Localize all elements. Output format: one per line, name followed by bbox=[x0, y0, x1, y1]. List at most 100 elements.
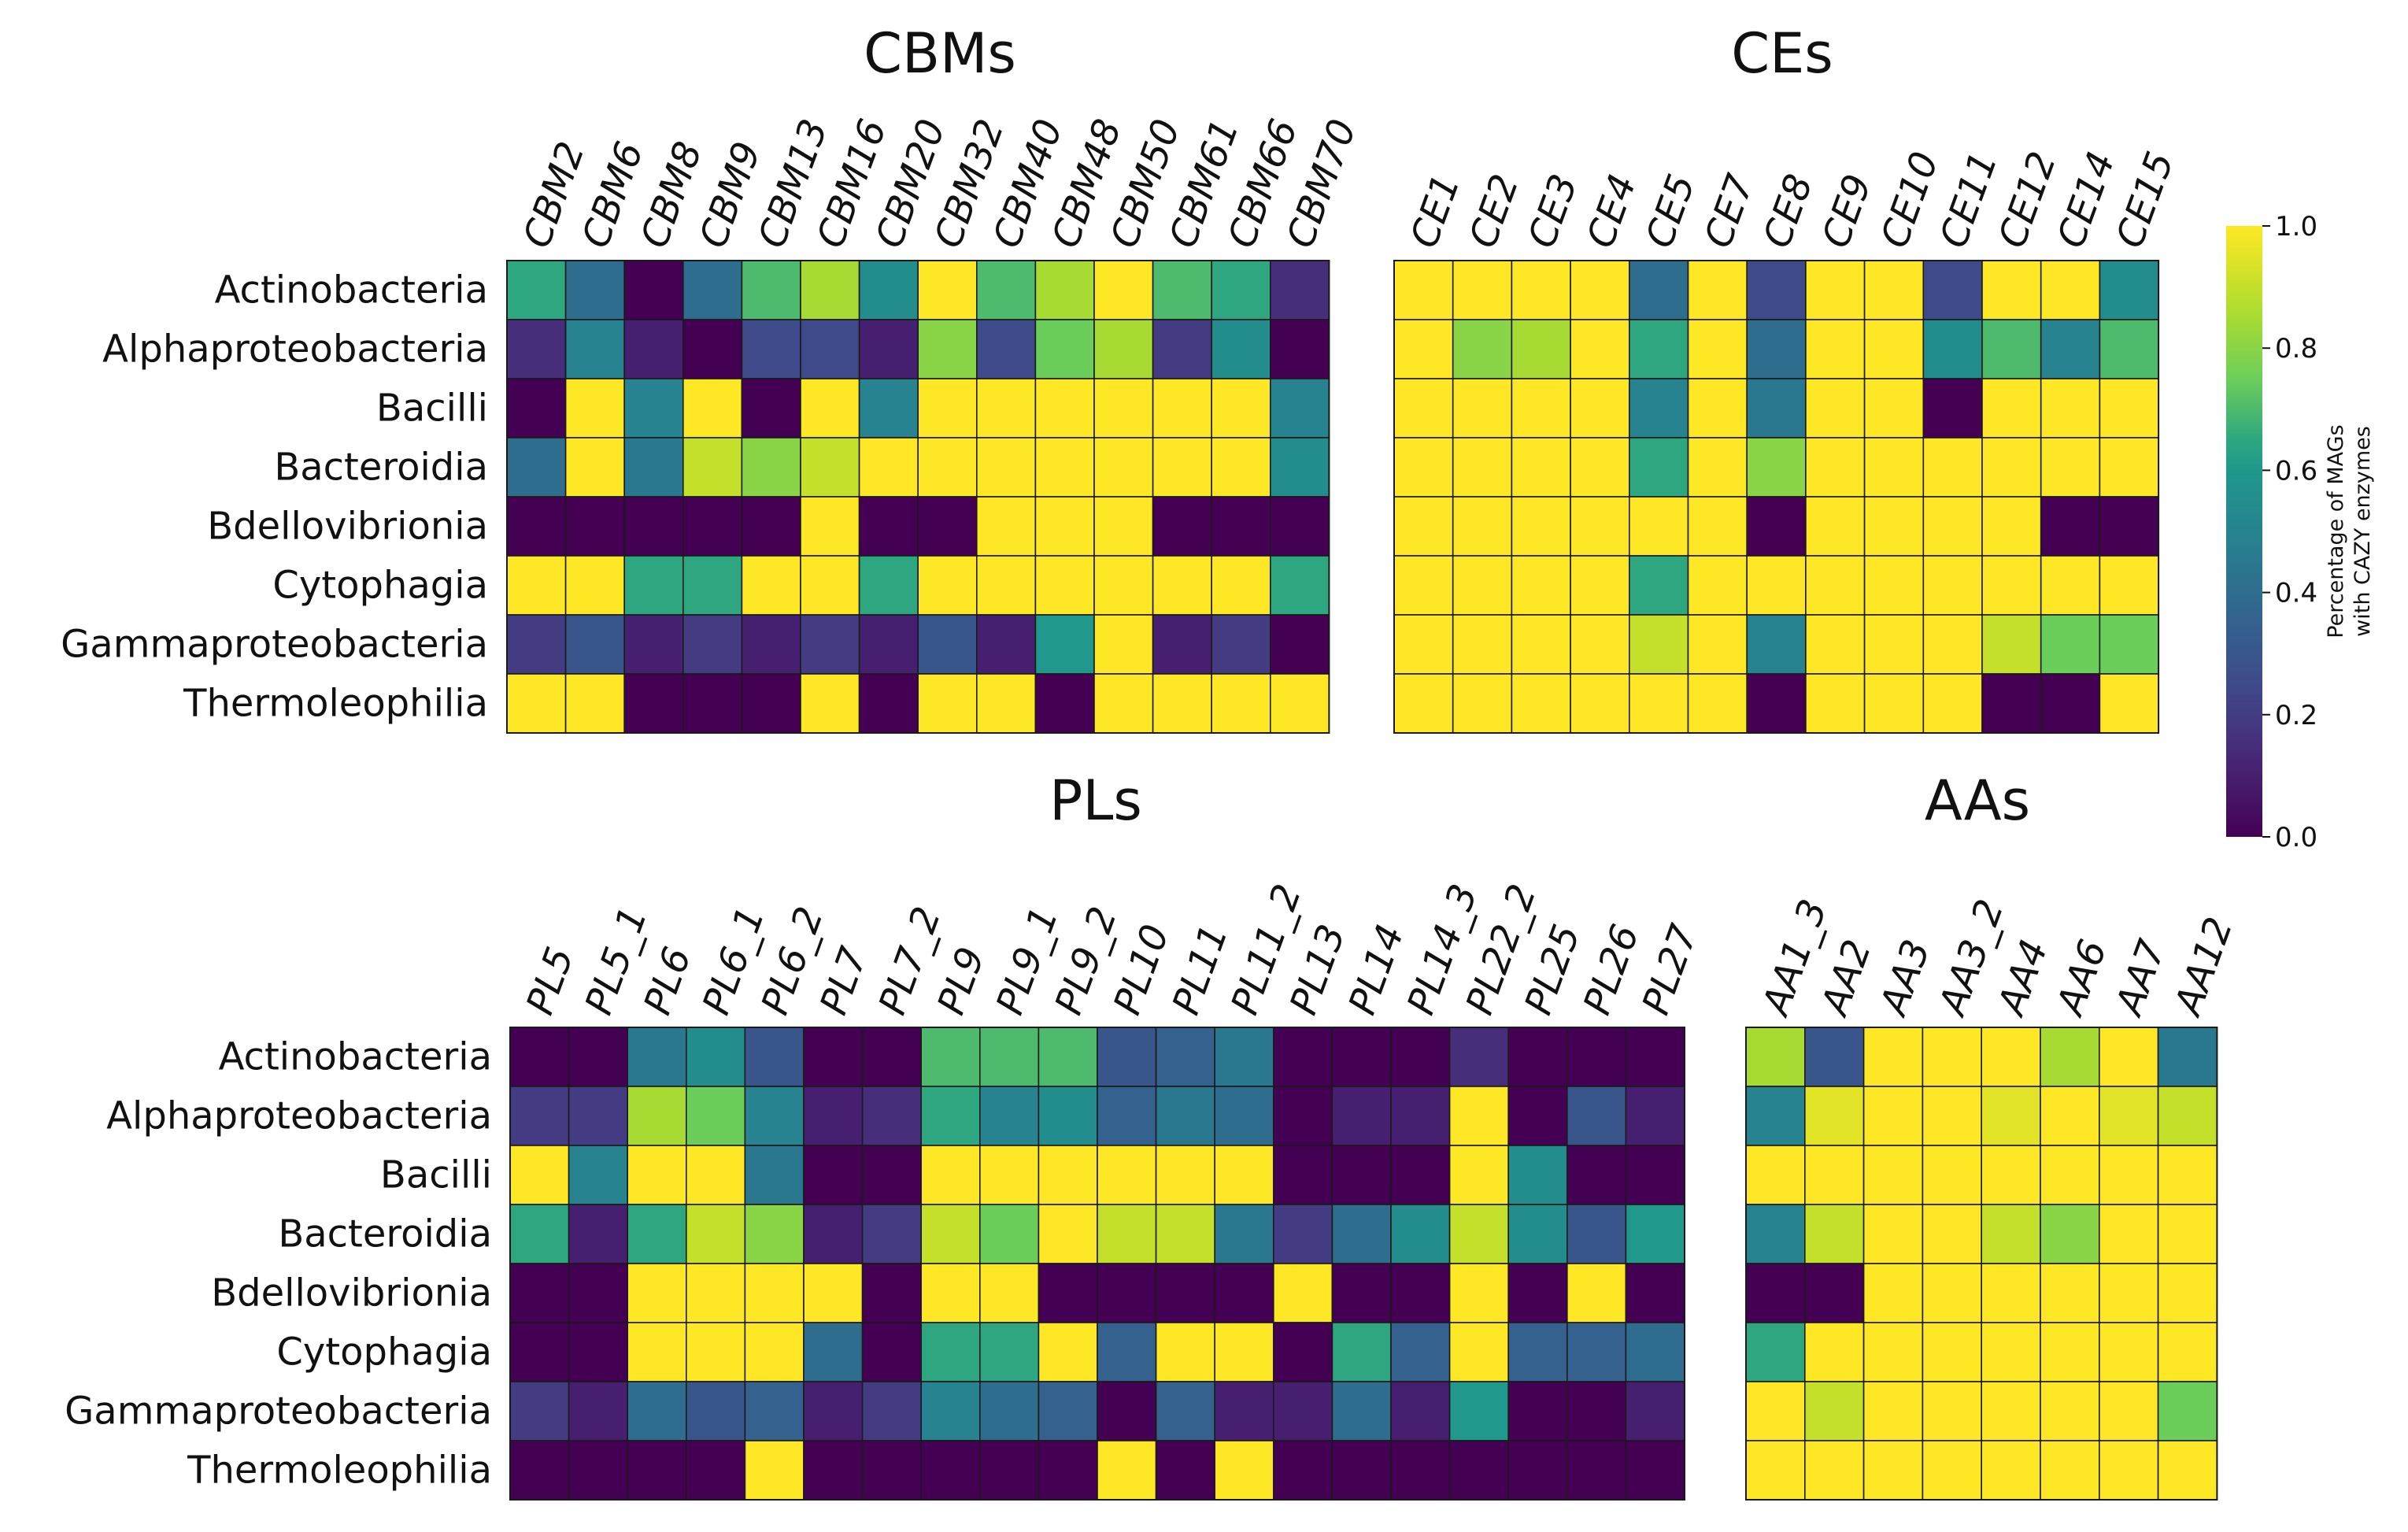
heatmap-cell bbox=[2099, 1263, 2159, 1323]
heatmap-cell bbox=[1214, 1263, 1274, 1323]
heatmap-cell bbox=[568, 1027, 628, 1087]
heatmap-cell bbox=[2040, 1263, 2100, 1323]
heatmap-cell bbox=[1038, 1027, 1098, 1087]
heatmap-cell bbox=[976, 319, 1037, 379]
heatmap-cell bbox=[1273, 1145, 1333, 1205]
row-label: Alphaproteobacteria bbox=[106, 1094, 492, 1138]
heatmap-cell bbox=[2040, 1086, 2100, 1146]
heatmap-border bbox=[1393, 260, 2160, 734]
heatmap-cell bbox=[2157, 1322, 2218, 1382]
heatmap-cell bbox=[1093, 260, 1154, 320]
heatmap-cell bbox=[1805, 319, 1866, 379]
heatmap-cell bbox=[1625, 1381, 1685, 1441]
heatmap-cell bbox=[1093, 378, 1154, 439]
heatmap-cell bbox=[2157, 1381, 2218, 1441]
heatmap-cell bbox=[564, 496, 625, 557]
heatmap-cell bbox=[1214, 1322, 1274, 1382]
heatmap-cell bbox=[800, 555, 860, 616]
heatmap-cell bbox=[917, 614, 978, 675]
heatmap-cell bbox=[682, 555, 743, 616]
heatmap-cell bbox=[861, 1381, 922, 1441]
heatmap-cell bbox=[568, 1440, 628, 1501]
heatmap-cell bbox=[1746, 437, 1807, 498]
heatmap-cell bbox=[920, 1263, 981, 1323]
heatmap-cell bbox=[1448, 1322, 1509, 1382]
heatmap-cell bbox=[1211, 260, 1271, 320]
heatmap-cell bbox=[917, 496, 978, 557]
heatmap-cell bbox=[1862, 1440, 1924, 1501]
heatmap-cell bbox=[1452, 378, 1513, 439]
heatmap-cell bbox=[568, 1204, 628, 1264]
heatmap-cell bbox=[1270, 555, 1330, 616]
heatmap-cell bbox=[800, 496, 860, 557]
heatmap-cell bbox=[744, 1204, 805, 1264]
column-label: AA3 bbox=[1871, 934, 1940, 1023]
heatmap-cell bbox=[564, 437, 625, 498]
heatmap-cell bbox=[1097, 1381, 1157, 1441]
heatmap-cell bbox=[1097, 1440, 1157, 1501]
heatmap-cell bbox=[1038, 1381, 1098, 1441]
heatmap-cell bbox=[1452, 496, 1513, 557]
row-label: Cytophagia bbox=[276, 1330, 492, 1375]
heatmap-cell bbox=[1745, 1145, 1806, 1205]
heatmap-cell bbox=[2040, 437, 2101, 498]
heatmap-cell bbox=[1981, 614, 2042, 675]
heatmap-cell bbox=[1625, 1322, 1685, 1382]
heatmap-cell bbox=[509, 1381, 570, 1441]
column-label: AA6 bbox=[2047, 934, 2116, 1023]
heatmap-cell bbox=[1448, 1027, 1509, 1087]
heatmap-cell bbox=[741, 496, 801, 557]
heatmap-cell bbox=[1922, 319, 1983, 379]
heatmap-cell bbox=[741, 378, 801, 439]
heatmap-cell bbox=[1629, 378, 1689, 439]
heatmap-cell bbox=[2040, 614, 2101, 675]
heatmap-cell bbox=[1097, 1263, 1157, 1323]
heatmap-cell bbox=[979, 1145, 1040, 1205]
heatmap-cell bbox=[1097, 1204, 1157, 1264]
heatmap-cell bbox=[1745, 1322, 1806, 1382]
heatmap-border bbox=[506, 260, 1330, 734]
heatmap-cell bbox=[2040, 1204, 2100, 1264]
heatmap-cell bbox=[1922, 1381, 1982, 1441]
heatmap-cell bbox=[1390, 1263, 1451, 1323]
heatmap-cell bbox=[1922, 1145, 1982, 1205]
panel-title: CEs bbox=[1731, 21, 1833, 86]
heatmap-cell bbox=[1566, 1322, 1627, 1382]
heatmap-cell bbox=[1390, 1204, 1451, 1264]
heatmap-cell bbox=[623, 378, 684, 439]
heatmap-cell bbox=[1629, 437, 1689, 498]
heatmap-cell bbox=[1746, 378, 1807, 439]
row-label: Bdellovibrionia bbox=[211, 1271, 492, 1316]
heatmap-cell bbox=[1452, 614, 1513, 675]
heatmap-cell bbox=[1922, 1263, 1982, 1323]
row-label: Bdellovibrionia bbox=[207, 505, 488, 549]
heatmap-cell bbox=[1745, 1027, 1806, 1087]
heatmap-cell bbox=[744, 1086, 805, 1146]
heatmap-cell bbox=[800, 378, 860, 439]
heatmap-cell bbox=[1981, 378, 2042, 439]
heatmap-cell bbox=[1331, 1027, 1392, 1087]
heatmap-cell bbox=[1629, 555, 1689, 616]
heatmap-cell bbox=[1981, 1381, 2041, 1441]
heatmap-cell bbox=[1393, 555, 1454, 616]
heatmap-cell bbox=[976, 555, 1037, 616]
heatmap-cell bbox=[1393, 260, 1454, 320]
heatmap-cell bbox=[2040, 1145, 2100, 1205]
heatmap-cell bbox=[1981, 1145, 2041, 1205]
heatmap-cell bbox=[1566, 1086, 1627, 1146]
heatmap-cell bbox=[744, 1145, 805, 1205]
heatmap-cell bbox=[1448, 1263, 1509, 1323]
heatmap-cell bbox=[976, 437, 1037, 498]
heatmap-cell bbox=[1746, 614, 1807, 675]
heatmap-cell bbox=[1629, 673, 1689, 734]
heatmap-cell bbox=[2099, 319, 2159, 379]
heatmap-border bbox=[1745, 1027, 2218, 1501]
heatmap-cell bbox=[1511, 319, 1571, 379]
heatmap-cell bbox=[1034, 673, 1095, 734]
heatmap-cell bbox=[1214, 1086, 1274, 1146]
heatmap-cell bbox=[1745, 1440, 1806, 1501]
heatmap-cell bbox=[2040, 496, 2101, 557]
heatmap-cell bbox=[627, 1263, 687, 1323]
heatmap-cell bbox=[1448, 1381, 1509, 1441]
